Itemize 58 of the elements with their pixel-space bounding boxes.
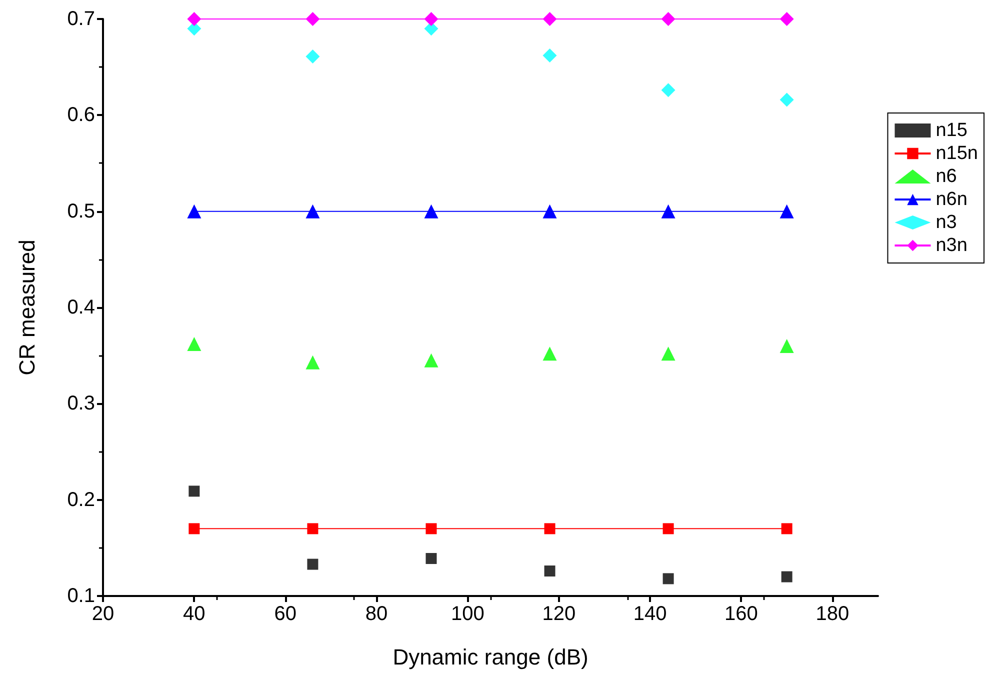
point <box>661 346 676 361</box>
x-tick-label: 140 <box>633 603 667 625</box>
legend-label: n6 <box>936 166 957 187</box>
point <box>188 523 200 534</box>
point <box>424 204 438 218</box>
point <box>426 523 437 534</box>
legend-label: n15 <box>936 120 968 141</box>
point <box>542 346 557 361</box>
legend-label: n3 <box>936 212 957 233</box>
point <box>542 12 557 26</box>
x-tick-label: 80 <box>365 603 388 625</box>
legend-label: n15n <box>936 143 978 164</box>
legend-label: n3n <box>936 235 968 256</box>
point <box>424 353 438 368</box>
point <box>187 337 202 352</box>
x-tick-label: 60 <box>274 603 296 625</box>
point <box>661 83 676 98</box>
y-tick-label: 0.3 <box>67 392 95 415</box>
y-tick-label: 0.6 <box>67 104 95 126</box>
point <box>781 523 792 534</box>
y-tick-label: 0.4 <box>67 296 95 318</box>
point <box>780 92 794 107</box>
x-tick-label: 120 <box>542 603 576 625</box>
point <box>424 22 438 36</box>
point <box>187 12 202 26</box>
y-tick-label: 0.2 <box>67 488 95 511</box>
point <box>780 204 794 218</box>
point <box>187 204 202 218</box>
x-tick-label: 100 <box>451 603 484 625</box>
point <box>187 22 202 36</box>
point <box>661 12 676 26</box>
point <box>544 523 556 534</box>
point <box>307 523 318 534</box>
x-axis-title: Dynamic range (dB) <box>392 644 588 670</box>
legend-label: n6n <box>936 189 968 210</box>
y-tick-label: 0.7 <box>67 8 95 30</box>
point <box>780 12 794 26</box>
point <box>780 338 794 353</box>
y-tick-label: 0.5 <box>67 200 95 222</box>
point <box>661 204 676 218</box>
point <box>662 523 674 534</box>
y-axis-title: CR measured <box>14 240 40 376</box>
point <box>544 565 556 576</box>
x-tick-label: 180 <box>816 603 850 625</box>
point <box>542 204 557 218</box>
point <box>188 486 200 497</box>
point <box>307 558 318 570</box>
point <box>542 48 557 63</box>
point <box>424 12 438 26</box>
point <box>662 573 674 584</box>
x-tick-label: 160 <box>724 603 758 625</box>
point <box>306 355 320 370</box>
point <box>426 552 437 564</box>
x-tick-label: 40 <box>183 603 206 625</box>
point <box>306 204 320 218</box>
point <box>781 571 792 582</box>
point <box>306 50 320 64</box>
point <box>306 12 320 26</box>
